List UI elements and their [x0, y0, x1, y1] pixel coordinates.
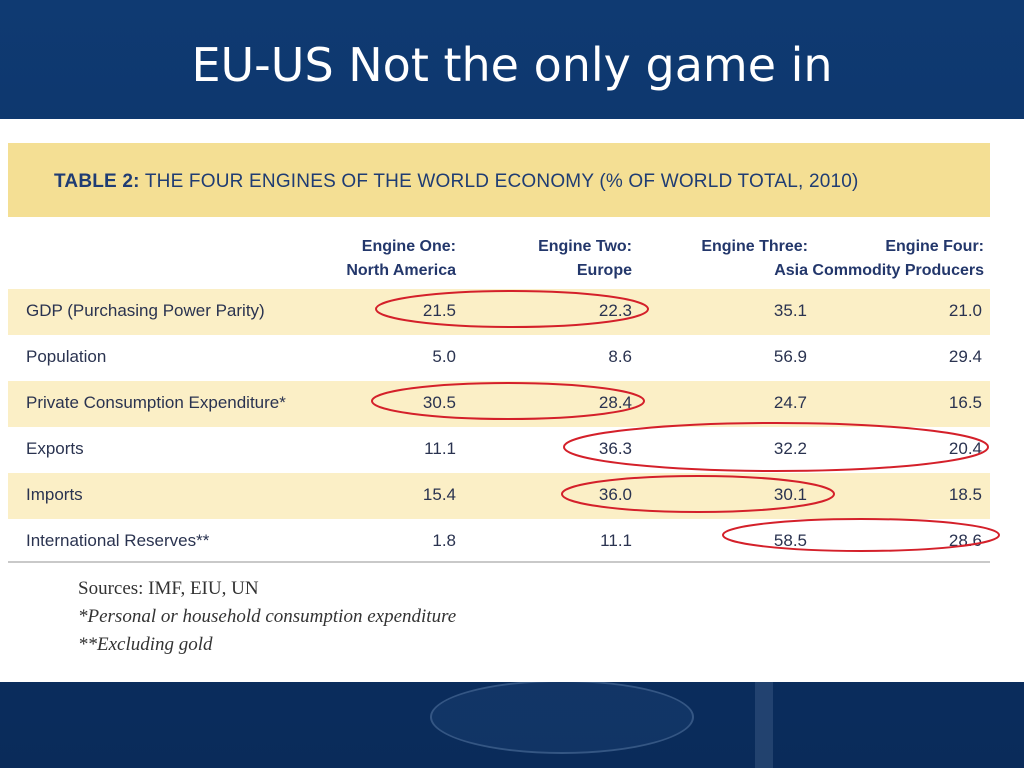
- table-cell: 1.8: [432, 531, 456, 550]
- table-cell: 36.0: [598, 485, 632, 504]
- table-cell: 32.2: [773, 439, 807, 458]
- column-header-north-america: Engine One: North America: [330, 235, 456, 283]
- table-cell: 28.6: [948, 531, 982, 550]
- slide-title: EU-US Not the only game in: [0, 34, 1024, 96]
- table-cell: 35.1: [773, 301, 807, 320]
- column-header-commodity-producers: Engine Four: Commodity Producers: [812, 235, 984, 283]
- table-image-panel: TABLE 2: THE FOUR ENGINES OF THE WORLD E…: [0, 119, 1024, 682]
- table-cell: 11.1: [600, 531, 632, 550]
- background-decoration: [430, 680, 694, 754]
- table-cell: 30.5: [422, 393, 456, 412]
- table-cell: 58.5: [773, 531, 807, 550]
- column-header-line2: North America: [346, 262, 456, 279]
- table-cell: 28.4: [598, 393, 632, 412]
- table-caption: TABLE 2: THE FOUR ENGINES OF THE WORLD E…: [54, 171, 859, 193]
- table-cell: 22.3: [598, 301, 632, 320]
- table-cell: 15.4: [422, 485, 456, 504]
- table-caption-text: THE FOUR ENGINES OF THE WORLD ECONOMY (%…: [139, 171, 859, 192]
- table-cell: 5.0: [432, 347, 456, 366]
- table-notes: Sources: IMF, EIU, UN *Personal or house…: [78, 575, 456, 659]
- table-cell: 21.0: [948, 301, 982, 320]
- table-footnote-1: *Personal or household consumption expen…: [78, 606, 457, 627]
- slide-title-line1: EU-US Not the only game in: [191, 38, 833, 92]
- column-header-line1: Engine Three:: [701, 238, 808, 255]
- table-cell: 30.1: [773, 485, 807, 504]
- table-cell: 36.3: [598, 439, 632, 458]
- table-row: Imports 15.4 36.0 30.1 18.5: [8, 473, 990, 519]
- row-label: GDP (Purchasing Power Parity): [26, 301, 265, 320]
- column-header-line1: Engine One:: [361, 238, 456, 255]
- table-bottom-rule: [8, 561, 990, 563]
- table-row: GDP (Purchasing Power Parity) 21.5 22.3 …: [8, 289, 990, 335]
- column-header-line2: Europe: [576, 262, 632, 279]
- table-cell: 16.5: [948, 393, 982, 412]
- table-cell: 21.5: [422, 301, 456, 320]
- table-cell: 20.4: [948, 439, 982, 458]
- row-label: Population: [26, 347, 107, 366]
- table-cell: 56.9: [773, 347, 807, 366]
- table-footnote-2: **Excluding gold: [78, 634, 213, 655]
- column-header-asia: Engine Three: Asia: [680, 235, 808, 283]
- slide-title-line2: town: [0, 119, 1024, 147]
- table-row: Exports 11.1 36.3 32.2 20.4: [8, 427, 990, 473]
- column-header-line1: Engine Four:: [885, 238, 984, 255]
- row-label: Exports: [26, 439, 84, 458]
- table-caption-band: [8, 143, 990, 217]
- table-cell: 29.4: [948, 347, 982, 366]
- table-cell: 11.1: [424, 439, 456, 458]
- column-header-line2: Commodity Producers: [812, 262, 984, 279]
- table-cell: 24.7: [773, 393, 807, 412]
- column-header-line1: Engine Two:: [538, 238, 632, 255]
- column-header-line2: Asia: [774, 262, 808, 279]
- table-row: Private Consumption Expenditure* 30.5 28…: [8, 381, 990, 427]
- table-caption-prefix: TABLE 2:: [54, 171, 140, 192]
- table-sources: Sources: IMF, EIU, UN: [78, 578, 259, 599]
- table-cell: 8.6: [608, 347, 632, 366]
- row-label: Private Consumption Expenditure*: [26, 393, 286, 412]
- row-label: International Reserves**: [26, 531, 210, 550]
- table-row: International Reserves** 1.8 11.1 58.5 2…: [8, 519, 990, 565]
- background-post: [755, 682, 773, 768]
- row-label: Imports: [26, 485, 83, 504]
- table-cell: 18.5: [948, 485, 982, 504]
- table-row: Population 5.0 8.6 56.9 29.4: [8, 335, 990, 381]
- column-header-europe: Engine Two: Europe: [500, 235, 632, 283]
